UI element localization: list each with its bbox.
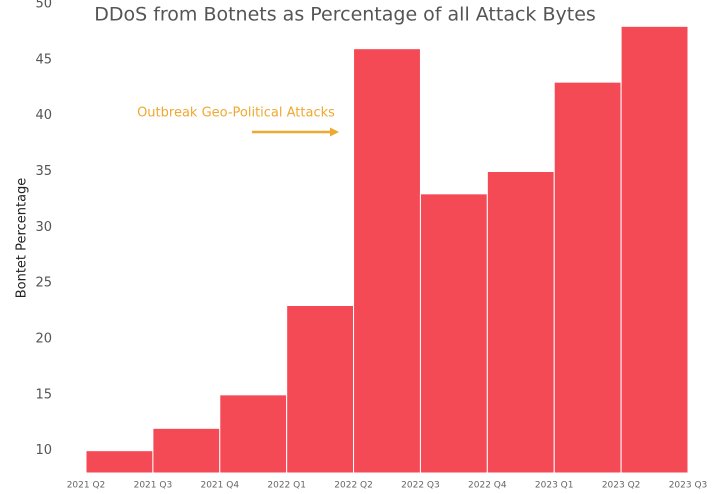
y-tick-label: 35 <box>35 164 52 179</box>
x-tick-label: 2023 Q2 <box>602 481 641 491</box>
annotation: Outbreak Geo-Political Attacks <box>137 106 335 121</box>
x-tick-label: 2021 Q4 <box>200 481 239 491</box>
annotation-arrow <box>252 127 339 137</box>
bar <box>219 394 288 474</box>
x-tick-label: 2022 Q3 <box>401 481 440 491</box>
bar <box>553 81 622 474</box>
y-tick-label: 50 <box>35 0 52 12</box>
bar <box>286 305 355 474</box>
x-tick-label: 2021 Q3 <box>134 481 173 491</box>
y-tick-label: 30 <box>35 220 52 235</box>
x-tick-label: 2022 Q4 <box>468 481 507 491</box>
x-tick-label: 2022 Q2 <box>334 481 373 491</box>
bar <box>353 48 421 474</box>
y-axis-label: Bontet Percentage <box>15 178 30 299</box>
x-tick-label: 2021 Q2 <box>67 481 106 491</box>
bar <box>419 193 488 474</box>
bar <box>486 171 555 474</box>
y-tick-label: 25 <box>35 276 52 291</box>
bar <box>620 25 689 474</box>
x-tick-label: 2022 Q1 <box>267 481 306 491</box>
chart-title: DDoS from Botnets as Percentage of all A… <box>94 4 596 26</box>
y-tick-label: 10 <box>35 443 52 458</box>
x-tick-label: 2023 Q1 <box>535 481 574 491</box>
bar <box>152 427 221 474</box>
y-tick-label: 15 <box>35 387 52 402</box>
y-tick-label: 45 <box>35 52 52 67</box>
bar <box>85 450 154 474</box>
y-tick-label: 40 <box>35 108 52 123</box>
y-tick-label: 20 <box>35 332 52 347</box>
x-tick-label: 2023 Q3 <box>669 481 708 491</box>
